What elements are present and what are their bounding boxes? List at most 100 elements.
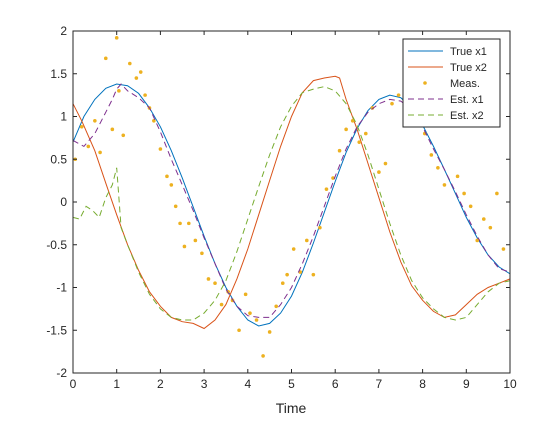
measurement-point [158,147,163,151]
y-tick-label: 1 [60,110,67,124]
measurement-point [98,150,102,155]
measurement-point [429,153,434,157]
measurement-point [370,106,375,110]
measurement-point [248,311,252,315]
legend-label: Est. x1 [450,94,484,106]
measurement-point [128,61,132,66]
y-tick-label: 1.5 [50,67,67,81]
measurement-point [377,170,381,174]
measurement-point [481,217,486,221]
measurement-point [138,70,143,74]
measurement-point [495,191,499,196]
x-tick-label: 9 [463,377,470,391]
measurement-point [169,183,174,187]
measurement-point [383,161,388,166]
legend-label: True x1 [450,46,487,58]
measurement-point [337,148,342,153]
measurement-point [110,127,115,132]
x-tick-label: 4 [244,377,251,391]
x-tick-label: 10 [503,377,517,391]
measurement-point [350,118,355,123]
x-tick-label: 1 [113,377,120,391]
x-tick-label: 2 [157,377,164,391]
y-tick-label: 2 [60,24,67,38]
measurement-point [134,76,139,80]
x-axis-label: Time [276,400,307,416]
measurement-point [285,272,289,277]
legend-item: Meas. [423,78,480,90]
measurement-point [219,302,224,307]
measurement-point [121,133,126,138]
measurement-point [318,225,322,230]
measurement-point [455,174,460,179]
measurement-point [254,318,259,322]
legend-marker [423,81,427,85]
ticks-layer: 0 1 2 3 4 5 6 7 8 9 10 -2 -1.5 -1 -0.5 0 0.5 1 1.5 2 [46,24,517,391]
x-tick-label: 8 [419,377,426,391]
measurement-point [182,244,187,249]
measurement-point [344,127,348,132]
y-tick-label: 0 [60,195,67,209]
measurement-point [280,281,285,286]
measurement-point [243,292,248,297]
measurement-point [468,204,473,209]
legend-label: Est. x2 [450,110,484,122]
series-line-est-x1 [72,83,511,318]
measurement-point [274,304,279,309]
y-tick-label: -1 [56,281,67,295]
measurement-point [324,187,329,191]
plot-layer [72,36,511,358]
measurement-point [79,124,84,129]
legend: True x1 True x2 Meas. Est. x1 Est. x2 [402,38,501,128]
measurement-point [475,238,480,243]
measurement-point [436,166,440,170]
measurement-point [173,204,178,209]
legend-item: True x1 [408,46,487,58]
measurement-point [267,330,272,334]
measurement-point [304,238,309,243]
measurement-point [501,247,506,251]
legend-item: Est. x1 [408,94,484,106]
measurement-point [390,101,394,106]
measurement-point [291,247,296,251]
measurement-point [114,36,119,40]
measurement-point [86,144,91,149]
measurement-point [261,354,265,358]
legend-label: True x2 [450,62,487,74]
legend-item: Est. x2 [408,110,484,122]
legend-item: True x2 [408,62,487,74]
x-tick-label: 3 [201,377,208,391]
legend-box [402,38,501,128]
measurement-point [396,93,401,97]
series-line-true-x1 [72,83,511,327]
x-tick-label: 7 [376,377,383,391]
measurement-point [93,118,97,123]
measurement-point [462,191,466,196]
x-tick-label: 6 [332,377,339,391]
measurement-point [237,328,241,333]
legend-label: Meas. [450,78,480,90]
series-line-est-x2 [72,86,511,321]
y-tick-label: -1.5 [46,323,67,337]
y-tick-label: 0.5 [50,152,67,166]
measurement-point [311,272,316,277]
x-tick-label: 5 [288,377,295,391]
measurement-point [442,183,447,187]
measurement-point [193,238,198,243]
series-line-true-x2 [72,75,511,330]
y-tick-label: -2 [56,366,67,380]
measurement-point [206,277,211,281]
measurement-point [187,221,191,226]
y-tick-label: -0.5 [46,238,67,252]
measurement-point [143,93,147,97]
measurement-point [103,56,108,61]
x-tick-label: 0 [70,377,77,391]
measurement-point [117,89,121,93]
measurement-point [357,140,362,144]
measurement-point [165,174,169,179]
measurement-point [488,225,493,230]
measurement-point [213,281,217,286]
measurement-point [200,251,204,256]
